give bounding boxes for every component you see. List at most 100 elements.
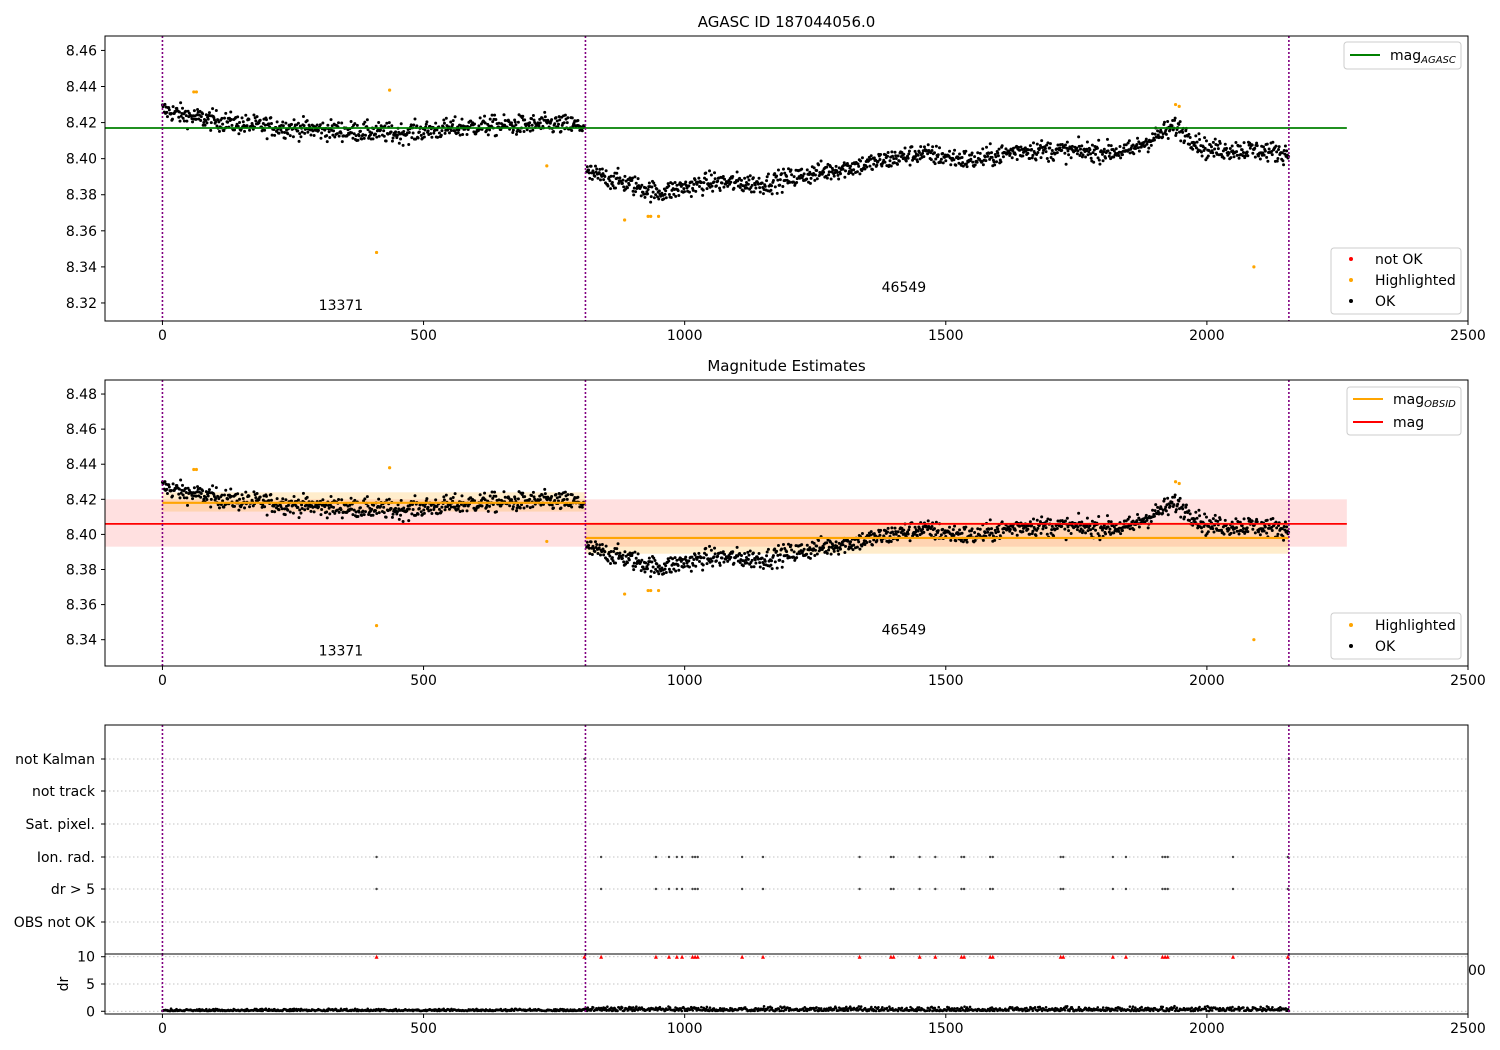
- y-tick-label: 8.38: [66, 562, 97, 578]
- ok-point: [852, 168, 856, 172]
- ok-point: [934, 157, 938, 161]
- ok-point: [1251, 151, 1255, 155]
- ok-point: [642, 192, 646, 196]
- ok-point: [936, 529, 940, 533]
- ok-point: [602, 178, 606, 182]
- ok-point: [515, 130, 519, 134]
- ok-point: [414, 513, 418, 517]
- ok-point: [631, 564, 635, 568]
- dr-point: [896, 1009, 900, 1013]
- ok-point: [553, 498, 557, 502]
- ok-point: [842, 163, 846, 167]
- ok-point: [532, 118, 536, 122]
- ok-point: [952, 534, 956, 538]
- ok-point: [598, 167, 602, 171]
- ok-point: [1065, 146, 1069, 150]
- ok-point: [1092, 160, 1096, 164]
- dr-point: [326, 1009, 330, 1013]
- ok-point: [275, 497, 279, 501]
- ok-point: [765, 179, 769, 183]
- ok-point: [296, 505, 300, 509]
- ok-point: [1153, 132, 1157, 136]
- ok-point: [1194, 134, 1198, 138]
- ok-point: [743, 176, 747, 180]
- ok-point: [1044, 150, 1048, 154]
- ok-point: [1047, 159, 1051, 163]
- dr-point: [761, 1007, 765, 1011]
- ok-point: [436, 512, 440, 516]
- ok-point: [245, 124, 249, 128]
- ok-point: [340, 498, 344, 502]
- ok-point: [281, 124, 285, 128]
- ok-point: [566, 116, 570, 120]
- ok-point: [179, 478, 183, 482]
- flag-event-point: [761, 855, 765, 859]
- ok-point: [1216, 143, 1220, 147]
- ok-point: [1168, 504, 1172, 508]
- ok-point: [194, 494, 198, 498]
- ok-point: [258, 495, 262, 499]
- ok-point: [676, 564, 680, 568]
- ok-point: [1255, 517, 1259, 521]
- ok-point: [191, 120, 195, 124]
- ok-point: [805, 552, 809, 556]
- ok-point: [883, 160, 887, 164]
- ok-point: [539, 503, 543, 507]
- ok-point: [664, 196, 668, 200]
- ok-point: [163, 480, 167, 484]
- ok-point: [399, 137, 403, 141]
- ok-point: [773, 172, 777, 176]
- ok-point: [674, 569, 678, 573]
- ok-point: [790, 548, 794, 552]
- dr-point: [937, 1005, 941, 1009]
- ok-point: [329, 494, 333, 498]
- ok-point: [1151, 132, 1155, 136]
- ok-point: [822, 546, 826, 550]
- ok-point: [1120, 153, 1124, 157]
- ok-point: [973, 163, 977, 167]
- ok-point: [825, 176, 829, 180]
- ok-point: [509, 498, 513, 502]
- ok-point: [1206, 530, 1210, 534]
- ok-point: [1076, 149, 1080, 153]
- ok-point: [872, 538, 876, 542]
- flag-event-point: [691, 855, 694, 859]
- ok-point: [1010, 532, 1014, 536]
- ok-point: [1144, 137, 1148, 141]
- ok-point: [275, 120, 279, 124]
- ok-point: [593, 540, 597, 544]
- ok-point: [483, 491, 487, 495]
- y-tick-label: 8.42: [66, 492, 97, 508]
- ok-point: [973, 155, 977, 159]
- ok-point: [1200, 530, 1204, 534]
- ok-point: [681, 183, 685, 187]
- ok-point: [860, 156, 864, 160]
- ok-point: [600, 543, 604, 547]
- ok-point: [756, 182, 760, 186]
- ok-point: [697, 559, 701, 563]
- ok-point: [291, 511, 295, 515]
- ok-point: [217, 129, 221, 133]
- ok-point: [430, 512, 434, 516]
- ok-point: [595, 542, 599, 546]
- ok-point: [167, 485, 171, 489]
- ok-point: [303, 131, 307, 135]
- flag-event-point: [1062, 855, 1065, 859]
- ok-point: [580, 505, 584, 509]
- flag-event-point: [988, 855, 992, 859]
- ok-point: [362, 513, 366, 517]
- ok-point: [177, 115, 181, 119]
- ok-point: [1203, 512, 1207, 516]
- ok-point: [302, 124, 306, 128]
- ok-point: [760, 556, 764, 560]
- ok-point: [748, 549, 752, 553]
- ok-point: [1088, 148, 1092, 152]
- ok-point: [1109, 520, 1113, 524]
- legend-label: Highlighted: [1375, 273, 1456, 289]
- y-tick-label: 8.44: [66, 80, 97, 96]
- ok-point: [1223, 518, 1227, 522]
- ok-point: [1218, 518, 1222, 522]
- ok-point: [817, 539, 821, 543]
- ok-point: [1112, 149, 1116, 153]
- ok-point: [363, 120, 367, 124]
